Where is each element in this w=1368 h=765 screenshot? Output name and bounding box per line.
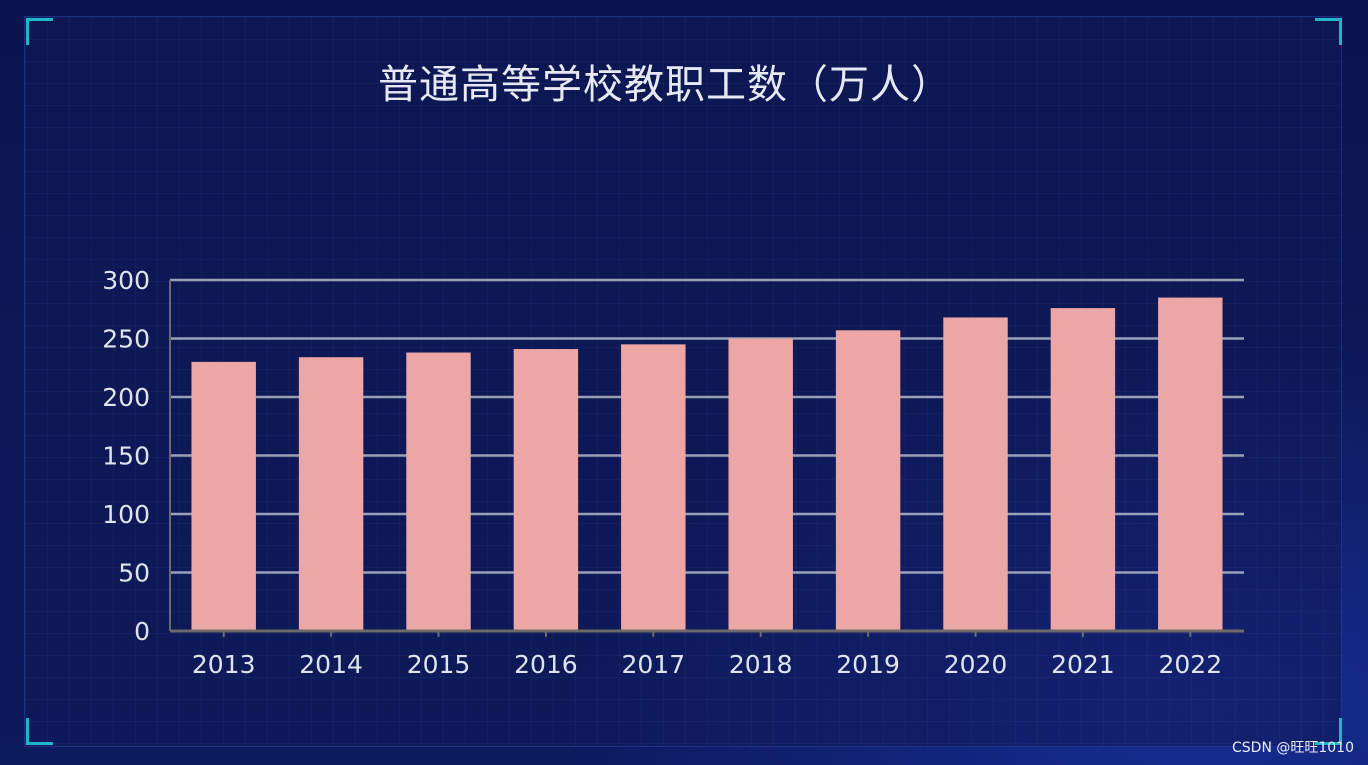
bar <box>728 338 793 631</box>
y-tick-label: 0 <box>134 617 150 646</box>
x-tick-label: 2014 <box>299 650 363 679</box>
x-tick-label: 2021 <box>1051 650 1115 679</box>
x-tick-label: 2017 <box>621 650 685 679</box>
bar <box>406 352 471 631</box>
corner-accent-bottom-left <box>26 718 53 745</box>
bar <box>513 349 579 631</box>
bar <box>835 330 901 631</box>
chart-title: 普通高等学校教职工数（万人） <box>378 62 952 108</box>
bar <box>191 361 256 631</box>
corner-accent-top-right <box>1315 18 1342 45</box>
y-tick-label: 100 <box>102 500 150 529</box>
bar <box>1050 308 1116 631</box>
x-tick-label: 2016 <box>514 650 578 679</box>
bar <box>621 344 686 631</box>
x-tick-label: 2019 <box>836 650 900 679</box>
y-tick-label: 300 <box>102 266 150 295</box>
y-tick-label: 150 <box>102 442 150 471</box>
watermark-text: CSDN @旺旺1010 <box>1232 740 1354 756</box>
x-tick-label: 2018 <box>729 650 793 679</box>
x-tick-label: 2022 <box>1158 650 1222 679</box>
x-tick-label: 2013 <box>192 650 256 679</box>
bar <box>298 357 364 631</box>
bar <box>943 317 1008 631</box>
y-tick-label: 250 <box>102 325 150 354</box>
corner-accent-bottom-right <box>1315 718 1342 745</box>
y-tick-label: 200 <box>102 383 150 412</box>
x-tick-label: 2020 <box>944 650 1008 679</box>
bar <box>1158 297 1223 631</box>
y-tick-label: 50 <box>118 559 150 588</box>
corner-accent-top-left <box>26 18 53 45</box>
x-tick-label: 2015 <box>407 650 471 679</box>
